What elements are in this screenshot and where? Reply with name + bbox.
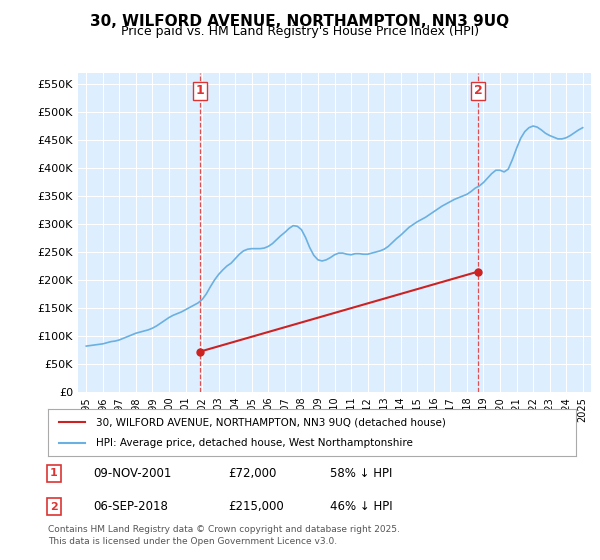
Text: 2: 2 xyxy=(50,502,58,512)
Text: 46% ↓ HPI: 46% ↓ HPI xyxy=(330,500,392,514)
Text: Price paid vs. HM Land Registry's House Price Index (HPI): Price paid vs. HM Land Registry's House … xyxy=(121,25,479,38)
Text: 58% ↓ HPI: 58% ↓ HPI xyxy=(330,466,392,480)
Text: HPI: Average price, detached house, West Northamptonshire: HPI: Average price, detached house, West… xyxy=(95,438,412,448)
Text: Contains HM Land Registry data © Crown copyright and database right 2025.
This d: Contains HM Land Registry data © Crown c… xyxy=(48,525,400,546)
Text: £215,000: £215,000 xyxy=(228,500,284,514)
Text: 09-NOV-2001: 09-NOV-2001 xyxy=(93,466,172,480)
Text: 30, WILFORD AVENUE, NORTHAMPTON, NN3 9UQ: 30, WILFORD AVENUE, NORTHAMPTON, NN3 9UQ xyxy=(91,14,509,29)
Text: 30, WILFORD AVENUE, NORTHAMPTON, NN3 9UQ (detached house): 30, WILFORD AVENUE, NORTHAMPTON, NN3 9UQ… xyxy=(95,417,445,427)
Text: £72,000: £72,000 xyxy=(228,466,277,480)
Text: 1: 1 xyxy=(50,468,58,478)
Text: 2: 2 xyxy=(474,84,482,97)
Text: 06-SEP-2018: 06-SEP-2018 xyxy=(93,500,168,514)
Text: 1: 1 xyxy=(196,84,204,97)
